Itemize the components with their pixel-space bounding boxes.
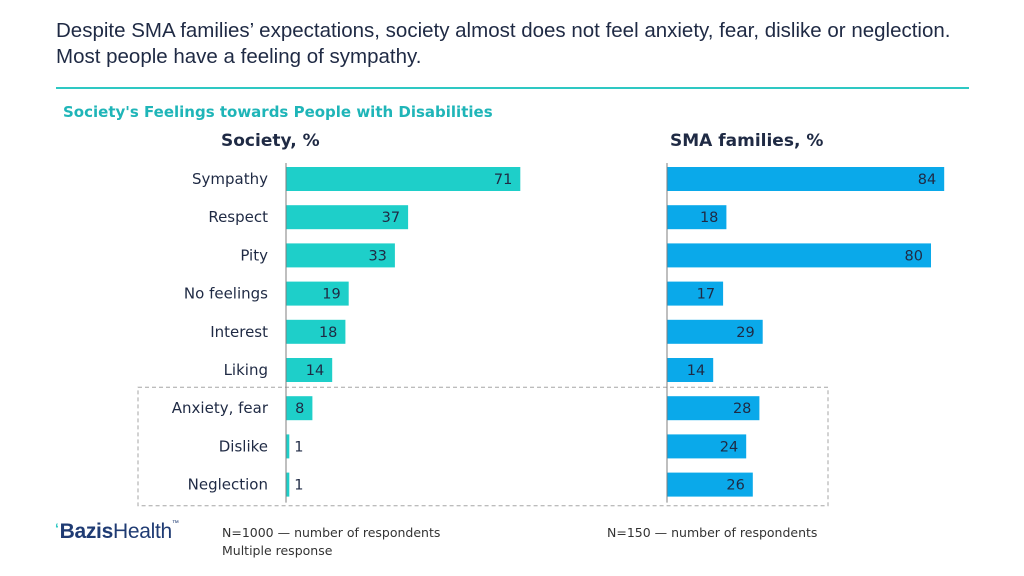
sma-value-sympathy: 84 xyxy=(918,172,936,188)
sma-value-respect: 18 xyxy=(700,210,718,226)
logo-tick-icon: ʻ xyxy=(55,520,59,536)
society-value-interest: 18 xyxy=(319,325,337,341)
sma-value-neglection: 26 xyxy=(726,478,744,494)
society-value-no-feelings: 19 xyxy=(322,287,340,303)
society-sample-note: N=1000 — number of respondents xyxy=(222,525,440,540)
category-label-respect: Respect xyxy=(208,208,268,226)
society-value-neglection: 1 xyxy=(294,478,303,494)
bar-chart: Sympathy 71 84Respect 37 18Pity 33 80No feelin… xyxy=(0,0,1024,576)
sma-value-dislike: 24 xyxy=(720,439,738,455)
society-value-respect: 37 xyxy=(382,210,400,226)
society-value-sympathy: 71 xyxy=(494,172,512,188)
category-label-interest: Interest xyxy=(210,323,268,341)
bazis-health-logo: ʻBazisHealth™ xyxy=(55,520,179,544)
society-value-dislike: 1 xyxy=(294,439,303,455)
sma-value-liking: 14 xyxy=(687,363,705,379)
society-value-pity: 33 xyxy=(368,248,386,264)
society-value-anxiety-fear: 8 xyxy=(295,401,304,417)
sma-value-pity: 80 xyxy=(905,248,923,264)
sma-sample-note: N=150 — number of respondents xyxy=(607,525,817,540)
category-label-anxiety-fear: Anxiety, fear xyxy=(172,399,269,417)
sma-bar-pity xyxy=(667,243,931,267)
category-label-dislike: Dislike xyxy=(219,437,268,455)
multiple-response-note: Multiple response xyxy=(222,543,332,558)
sma-value-no-feelings: 17 xyxy=(697,287,715,303)
sma-bar-sympathy xyxy=(667,167,944,191)
category-label-neglection: Neglection xyxy=(188,476,268,494)
society-bar-sympathy xyxy=(286,167,520,191)
category-label-liking: Liking xyxy=(224,361,268,379)
category-label-pity: Pity xyxy=(240,246,268,264)
sma-value-anxiety-fear: 28 xyxy=(733,401,751,417)
sma-value-interest: 29 xyxy=(736,325,754,341)
category-label-sympathy: Sympathy xyxy=(192,170,268,188)
society-value-liking: 14 xyxy=(306,363,324,379)
category-label-no-feelings: No feelings xyxy=(184,285,268,303)
